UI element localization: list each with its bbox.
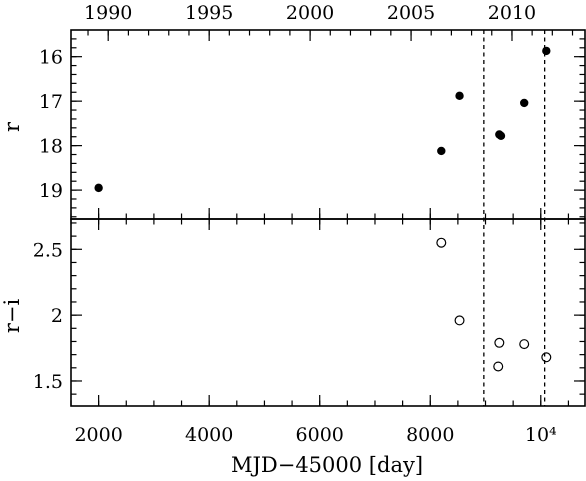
data-point-r <box>542 46 551 56</box>
top-tick-label: 1990 <box>84 2 132 24</box>
top-tick-label: 1995 <box>185 2 233 24</box>
x-tick-label: 6000 <box>296 424 344 446</box>
y-tick-label: 1.5 <box>33 371 63 393</box>
data-point-r <box>520 98 529 108</box>
panel-frame-1 <box>70 29 586 220</box>
data-point-r-i <box>519 339 530 350</box>
top-tick-label: 2010 <box>488 2 536 24</box>
y-tick-label: 18 <box>39 136 63 158</box>
reference-lines <box>483 30 546 406</box>
data-point-r-i <box>454 315 465 326</box>
y-axis-label-r: r <box>0 121 24 132</box>
axis-ticks <box>70 30 585 406</box>
y-tick-label: 16 <box>39 47 63 69</box>
data-point-r-i <box>436 237 447 248</box>
y-axis-label-r-i: r−i <box>0 299 24 334</box>
data-point-r <box>455 91 464 101</box>
data-point-r-i <box>493 361 504 372</box>
x-tick-label: 4000 <box>185 424 233 446</box>
top-tick-label: 2005 <box>387 2 435 24</box>
data-point-r-i <box>494 337 505 348</box>
data-point-r <box>94 183 103 193</box>
x-tick-label: 2000 <box>74 424 122 446</box>
data-points <box>94 46 552 372</box>
panel-frame-2 <box>70 218 586 407</box>
data-point-r <box>496 131 506 141</box>
y-tick-label: 2 <box>51 305 63 327</box>
y-tick-label: 2.5 <box>33 239 63 261</box>
data-point-r <box>437 146 446 156</box>
y-tick-label: 19 <box>39 180 63 202</box>
x-tick-label: 10⁴ <box>525 424 557 446</box>
data-point-r-i <box>541 352 552 363</box>
y-tick-label: 17 <box>39 91 63 113</box>
top-tick-label: 2000 <box>286 2 334 24</box>
tick-labels: 16 17 18 19 2.5 2 1.5 1990 1995 2000 2005 2010 2000 4… <box>33 2 557 446</box>
x-axis-label: MJD−45000 [day] <box>231 453 423 477</box>
panel-frames <box>70 29 586 407</box>
x-tick-label: 8000 <box>406 424 454 446</box>
